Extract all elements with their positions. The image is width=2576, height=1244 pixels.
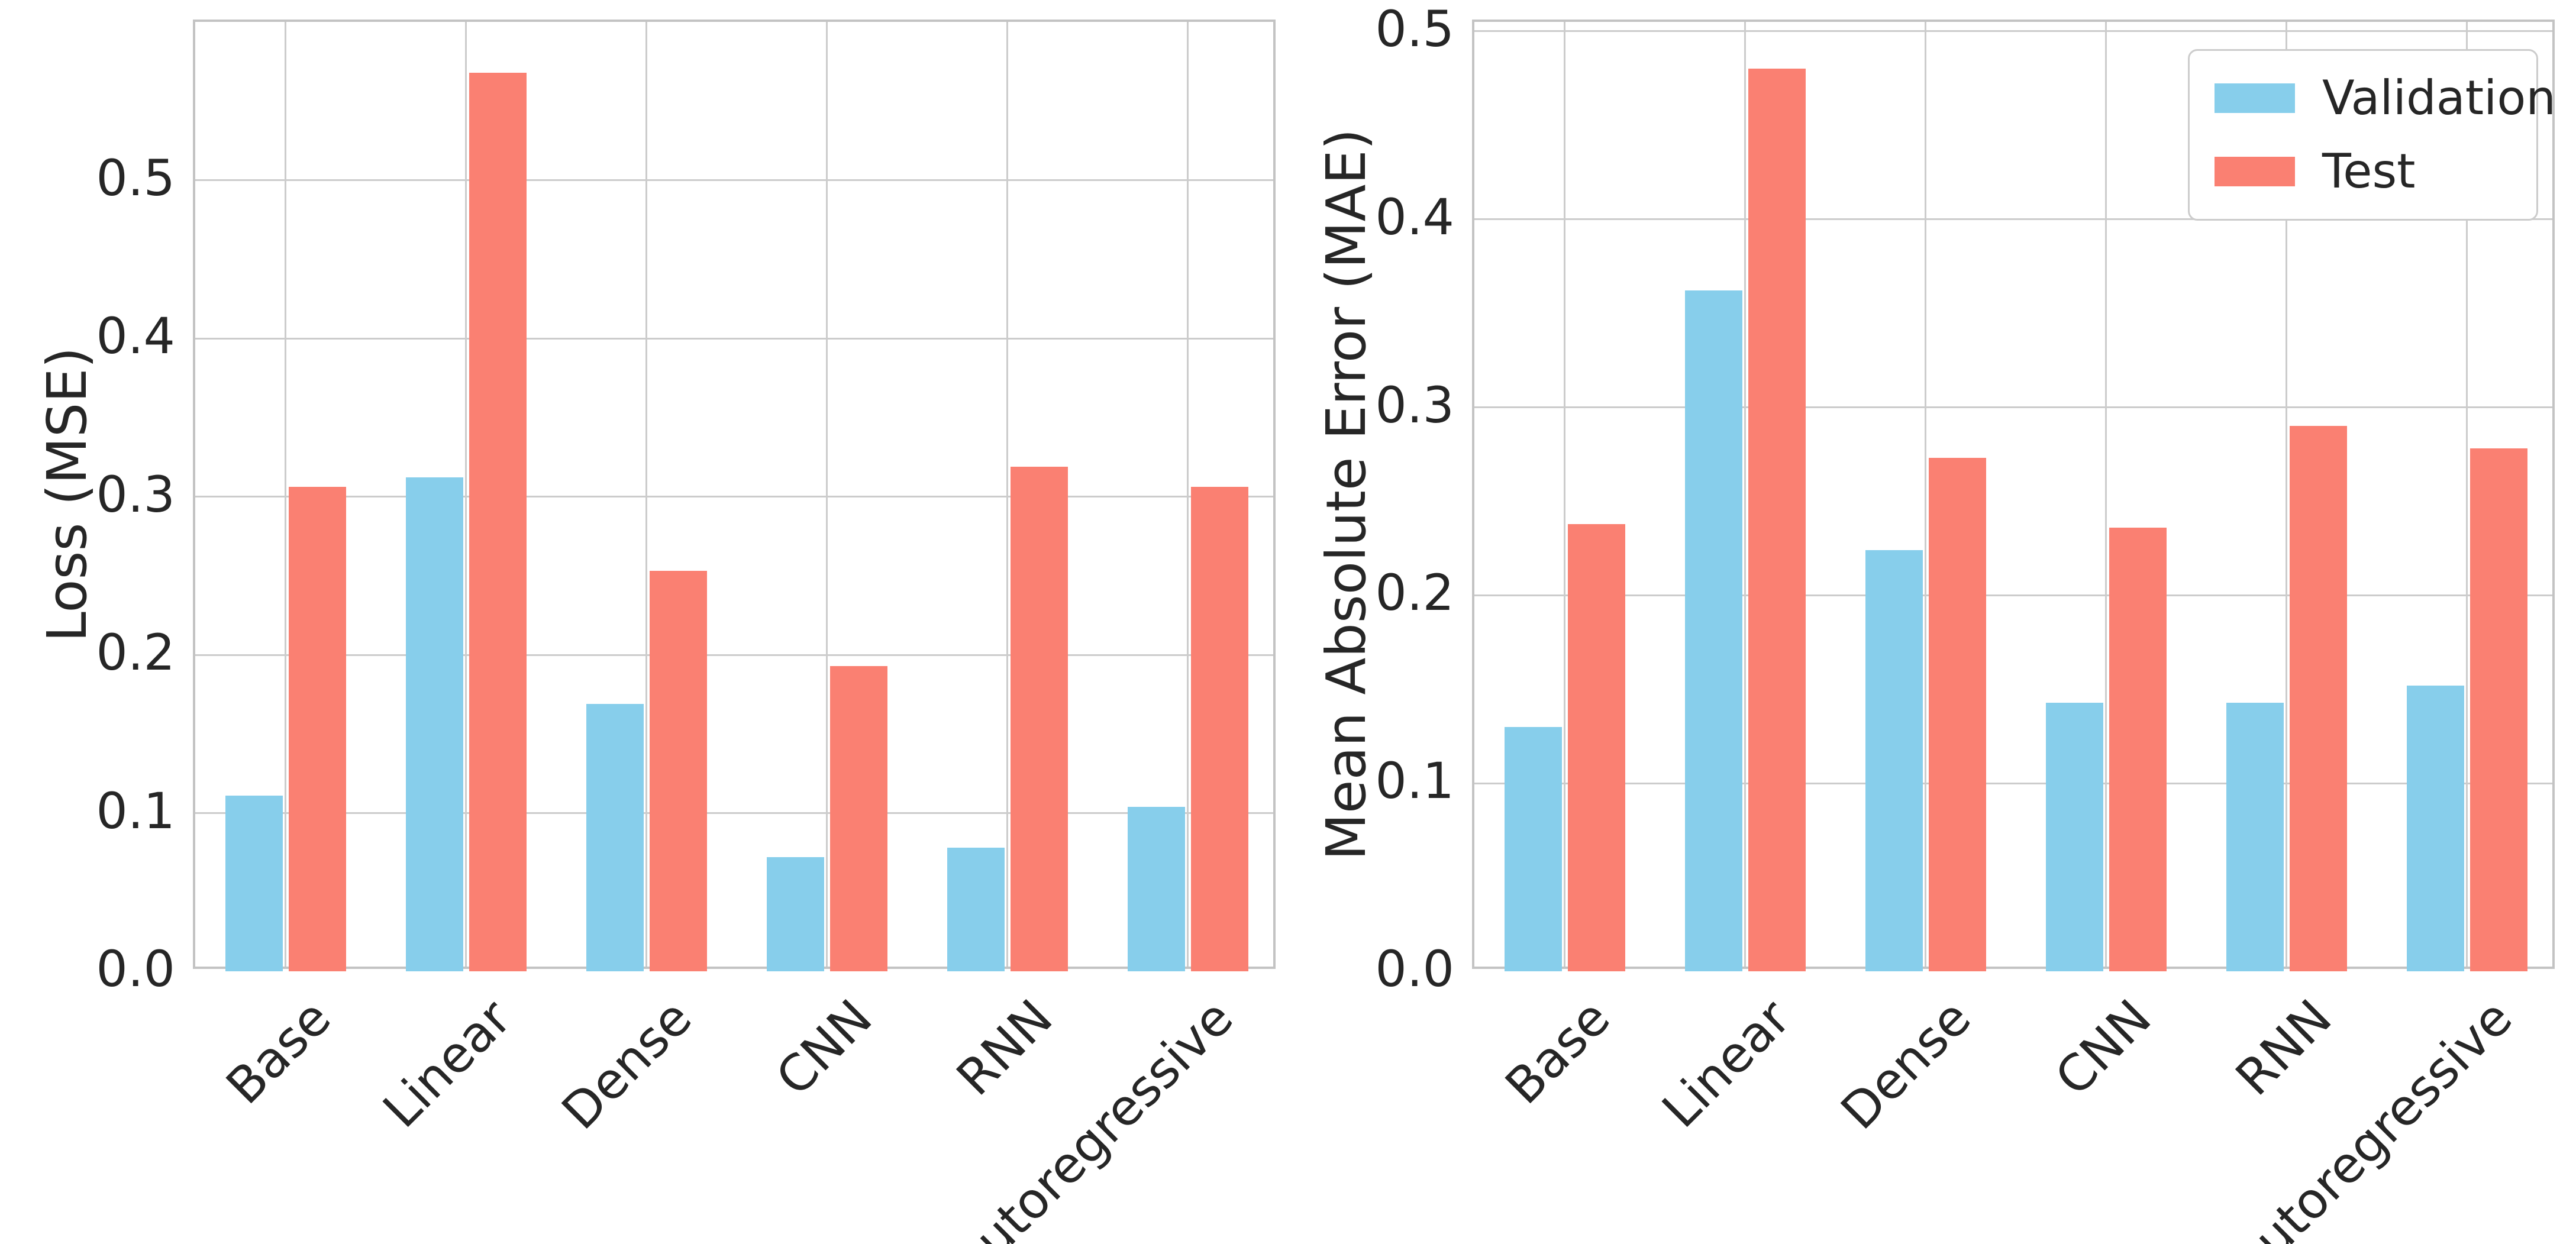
y-tick-label: 0.0 [96, 940, 175, 998]
bar-validation-rnn [947, 848, 1005, 971]
x-tick-label-cnn: CNN [2044, 988, 2162, 1107]
bar-test-autoregressive [1190, 487, 1248, 971]
y-tick-label: 0.3 [1375, 376, 1454, 434]
gridline-v [2466, 22, 2468, 967]
legend-label: Validation [2322, 70, 2556, 126]
grid-layer [1474, 22, 2552, 967]
grid-layer [195, 22, 1273, 967]
bar-test-linear [1748, 69, 1806, 971]
bar-test-dense [1928, 458, 1986, 971]
bar-validation-linear [1684, 290, 1742, 971]
y-tick-label: 0.4 [1375, 188, 1454, 246]
bar-test-cnn [2109, 527, 2167, 971]
legend-swatch-validation [2215, 83, 2295, 114]
x-tick-label-linear: Linear [1651, 988, 1802, 1139]
legend: Validation Test [2188, 49, 2556, 221]
gridline-v [1564, 22, 1565, 967]
legend-item-test: Test [2215, 146, 2536, 197]
bar-validation-autoregressive [2406, 685, 2464, 971]
gridline-v [465, 22, 467, 967]
x-tick-label-rnn: RNN [2224, 988, 2343, 1107]
bar-test-linear [469, 72, 527, 971]
bar-test-base [288, 487, 346, 971]
bar-validation-base [225, 796, 283, 971]
bar-validation-dense [1865, 550, 1923, 971]
bar-validation-base [1504, 726, 1562, 971]
gridline-h [195, 812, 1273, 814]
gridline-h [195, 654, 1273, 656]
bar-validation-linear [405, 477, 463, 971]
bar-validation-autoregressive [1127, 806, 1185, 971]
bar-test-autoregressive [2470, 448, 2527, 971]
bar-test-rnn [2289, 426, 2347, 971]
y-tick-label: 0.1 [96, 781, 175, 840]
gridline-v [645, 22, 647, 967]
y-tick-label: 0.0 [1375, 940, 1454, 998]
gridline-v [1006, 22, 1008, 967]
gridline-h [195, 496, 1273, 497]
gridline-h [1474, 782, 2552, 784]
legend-swatch-test [2215, 156, 2295, 186]
y-tick-label: 0.5 [96, 148, 175, 207]
y-tick-label: 0.2 [1375, 564, 1454, 622]
gridline-h [1474, 594, 2552, 596]
gridline-v [2286, 22, 2287, 967]
bar-validation-cnn [2045, 702, 2103, 971]
gridline-v [2105, 22, 2107, 967]
bars-layer [1474, 22, 2552, 971]
legend-label: Test [2322, 143, 2416, 199]
gridline-v [1925, 22, 1926, 967]
bar-test-cnn [829, 665, 887, 971]
gridline-h [195, 179, 1273, 181]
gridline-v [285, 22, 286, 967]
y-tick-label: 0.3 [96, 465, 175, 524]
y-tick-label: 0.2 [96, 623, 175, 681]
gridline-h [1474, 30, 2552, 33]
gridline-h [1474, 406, 2552, 409]
y-tick-label: 0.5 [1375, 0, 1454, 58]
bar-validation-rnn [2226, 702, 2284, 971]
gridline-v [1187, 22, 1189, 967]
bar-validation-dense [586, 703, 644, 971]
bar-test-dense [649, 571, 707, 971]
y-tick-label: 0.4 [96, 307, 175, 365]
gridline-h [1474, 218, 2552, 221]
plot-area [193, 20, 1276, 971]
x-tick-label-dense: Dense [1829, 988, 1982, 1141]
bar-test-base [1567, 524, 1625, 971]
gridline-v [1744, 22, 1746, 967]
gridline-h [195, 337, 1273, 340]
x-tick-label-base: Base [1494, 988, 1621, 1116]
bar-validation-cnn [766, 857, 824, 971]
gridline-v [826, 22, 828, 967]
bars-layer [195, 22, 1273, 971]
legend-item-validation: Validation [2215, 73, 2556, 124]
y-tick-label: 0.1 [1375, 752, 1454, 810]
bar-test-rnn [1010, 466, 1068, 971]
